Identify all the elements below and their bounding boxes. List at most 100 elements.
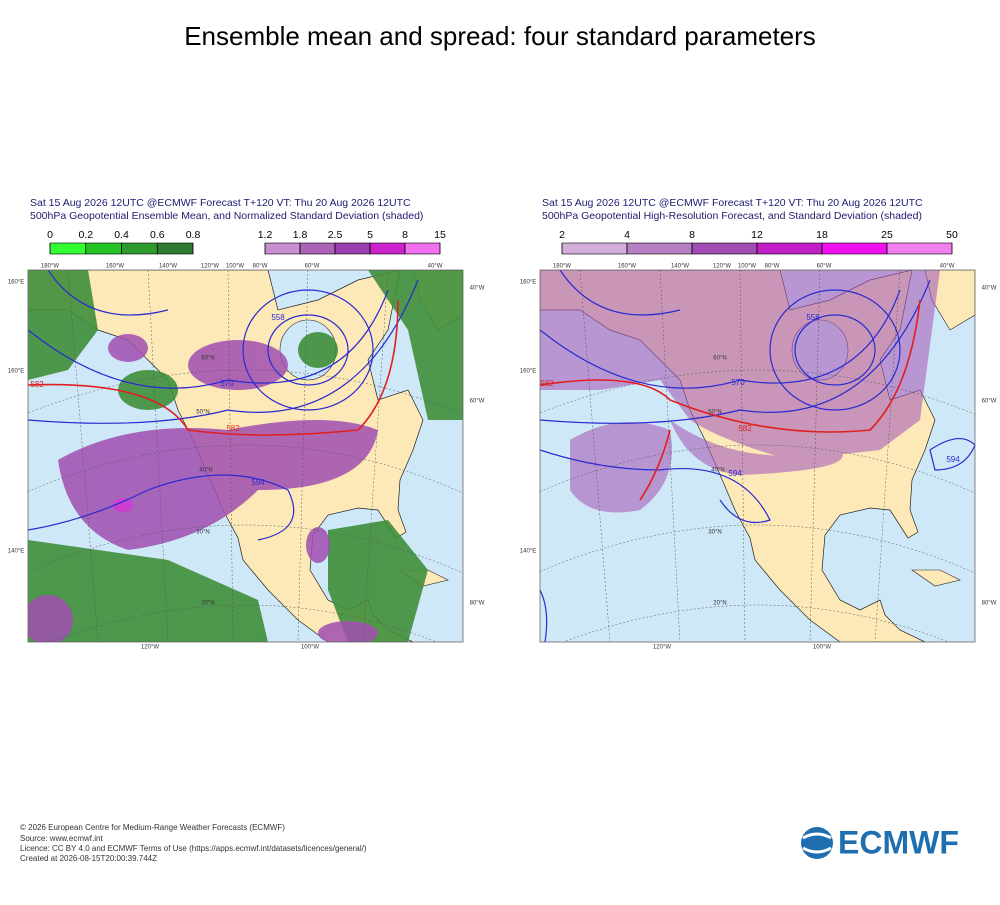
contour-label: 594 bbox=[251, 478, 265, 487]
footer-line: © 2026 European Centre for Medium-Range … bbox=[20, 823, 285, 832]
colorbar-label: 1.8 bbox=[293, 229, 308, 241]
side-label: 140°E bbox=[520, 549, 536, 555]
colorbar-label: 1.2 bbox=[258, 229, 273, 241]
side-label: 60°W bbox=[470, 399, 485, 405]
lat-label: 40°N bbox=[711, 468, 724, 474]
colorbar-swatch bbox=[886, 242, 953, 255]
lon-label: 160°W bbox=[106, 264, 124, 270]
colorbar-label: 0.4 bbox=[114, 229, 129, 241]
side-label: 80°W bbox=[982, 601, 997, 607]
colorbar-label: 2 bbox=[559, 229, 565, 241]
lat-label: 40°N bbox=[199, 468, 212, 474]
lat-label: 60°N bbox=[713, 356, 726, 362]
lon-label: 60°W bbox=[817, 264, 832, 270]
lat-label: 60°N bbox=[201, 356, 214, 362]
colorbar-label: 4 bbox=[624, 229, 630, 241]
colorbar-label: 18 bbox=[816, 229, 828, 241]
colorbar-label: 0.6 bbox=[150, 229, 165, 241]
colorbar-label: 0 bbox=[47, 229, 53, 241]
side-label: 140°E bbox=[8, 549, 24, 555]
lon-label: 100°W bbox=[813, 645, 831, 651]
logo: ECMWF bbox=[801, 824, 959, 860]
colorbar-label: 5 bbox=[367, 229, 373, 241]
colorbar-label: 8 bbox=[689, 229, 695, 241]
colorbar-swatch bbox=[121, 242, 158, 255]
lat-label: 20°N bbox=[713, 601, 726, 607]
colorbar-swatch bbox=[821, 242, 888, 255]
panel-header: Sat 15 Aug 2026 12UTC @ECMWF Forecast T+… bbox=[542, 197, 923, 209]
colorbar-swatch bbox=[299, 242, 336, 255]
colorbar-swatch bbox=[691, 242, 758, 255]
colorbar-swatch bbox=[156, 242, 194, 255]
contour-label: 594 bbox=[728, 469, 742, 478]
panel-header: 500hPa Geopotential High-Resolution Fore… bbox=[542, 210, 922, 222]
contour-label: 582 bbox=[30, 380, 44, 389]
panel-header: 500hPa Geopotential Ensemble Mean, and N… bbox=[30, 210, 423, 222]
lon-label: 80°W bbox=[765, 264, 780, 270]
side-label: 40°W bbox=[470, 286, 485, 292]
colorbar-swatch bbox=[334, 242, 371, 255]
lon-label: 180°W bbox=[553, 264, 571, 270]
map: 582 570 582 594 558 594 bbox=[539, 269, 976, 643]
lon-label: 40°W bbox=[940, 264, 955, 270]
lat-label: 20°N bbox=[201, 601, 214, 607]
lat-label: 30°N bbox=[196, 530, 209, 536]
contour-label: 582 bbox=[540, 379, 554, 388]
lat-label: 50°N bbox=[196, 410, 209, 416]
side-label: 80°W bbox=[470, 601, 485, 607]
contour-label: 582 bbox=[226, 424, 240, 433]
panel-header: Sat 15 Aug 2026 12UTC @ECMWF Forecast T+… bbox=[30, 197, 411, 209]
contour-label: 570 bbox=[731, 378, 745, 387]
colorbar-swatch bbox=[264, 242, 301, 255]
colorbar-swatch bbox=[49, 242, 87, 255]
contour-label: 570 bbox=[220, 379, 234, 388]
lon-label: 40°W bbox=[428, 264, 443, 270]
lon-label: 120°W bbox=[201, 264, 219, 270]
lon-label: 140°W bbox=[671, 264, 689, 270]
contour-label: 582 bbox=[738, 424, 752, 433]
colorbar-swatch bbox=[756, 242, 823, 255]
colorbar-swatch bbox=[85, 242, 122, 255]
side-label: 160°E bbox=[8, 280, 24, 286]
lon-label: 180°W bbox=[41, 264, 59, 270]
colorbar-label: 8 bbox=[402, 229, 408, 241]
colorbar-swatch bbox=[369, 242, 406, 255]
colorbar-swatch bbox=[404, 242, 441, 255]
lon-label: 120°W bbox=[653, 645, 671, 651]
side-label: 160°E bbox=[520, 280, 536, 286]
lon-label: 120°W bbox=[713, 264, 731, 270]
lon-label: 60°W bbox=[305, 264, 320, 270]
colorbar-label: 25 bbox=[881, 229, 893, 241]
side-label: 40°W bbox=[982, 286, 997, 292]
lon-label: 100°W bbox=[738, 264, 756, 270]
lon-label: 100°W bbox=[301, 645, 319, 651]
contour-label: 594 bbox=[946, 455, 960, 464]
colorbar-label: 0.2 bbox=[78, 229, 93, 241]
side-label: 160°E bbox=[520, 369, 536, 375]
footer-line: Licence: CC BY 4.0 and ECMWF Terms of Us… bbox=[20, 844, 367, 853]
lat-label: 30°N bbox=[708, 530, 721, 536]
colorbar-label: 0.8 bbox=[186, 229, 201, 241]
colorbar-label: 50 bbox=[946, 229, 958, 241]
lon-label: 100°W bbox=[226, 264, 244, 270]
colorbar-label: 2.5 bbox=[328, 229, 343, 241]
colorbar-label: 12 bbox=[751, 229, 763, 241]
page-title: Ensemble mean and spread: four standard … bbox=[184, 21, 816, 51]
footer-line: Created at 2026-08-15T20:00:39.744Z bbox=[20, 854, 157, 863]
side-label: 160°E bbox=[8, 369, 24, 375]
map: 582 570 582 594 558 bbox=[27, 269, 464, 643]
lon-label: 160°W bbox=[618, 264, 636, 270]
contour-label: 558 bbox=[806, 313, 820, 322]
colorbar-swatch bbox=[561, 242, 628, 255]
lat-label: 50°N bbox=[708, 410, 721, 416]
colorbar-label: 15 bbox=[434, 229, 446, 241]
footer-line: Source: www.ecmwf.int bbox=[20, 834, 103, 843]
colorbar-swatch bbox=[626, 242, 693, 255]
lon-label: 140°W bbox=[159, 264, 177, 270]
logo-text: ECMWF bbox=[838, 824, 959, 860]
side-label: 60°W bbox=[982, 399, 997, 405]
contour-label: 558 bbox=[271, 313, 285, 322]
lon-label: 80°W bbox=[253, 264, 268, 270]
lon-label: 120°W bbox=[141, 645, 159, 651]
